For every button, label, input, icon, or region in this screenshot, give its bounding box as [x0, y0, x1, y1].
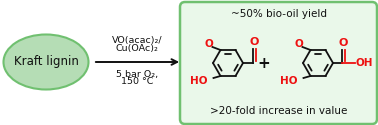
Text: O: O [204, 39, 213, 49]
Ellipse shape [3, 34, 88, 90]
Text: 5 bar O₂,: 5 bar O₂, [116, 70, 158, 78]
Text: 150 °C: 150 °C [121, 78, 153, 86]
Text: O: O [294, 39, 303, 49]
Text: HO: HO [280, 76, 297, 86]
Text: VO(acac)₂/: VO(acac)₂/ [112, 36, 162, 44]
Text: +: + [258, 56, 270, 70]
Text: Cu(OAc)₂: Cu(OAc)₂ [116, 44, 158, 52]
Text: ~50% bio-oil yield: ~50% bio-oil yield [231, 9, 327, 19]
Text: HO: HO [190, 76, 208, 86]
Text: Kraft lignin: Kraft lignin [14, 56, 79, 68]
Text: OH: OH [356, 58, 373, 68]
FancyBboxPatch shape [180, 2, 377, 124]
Text: O: O [249, 37, 259, 47]
Text: O: O [338, 38, 348, 48]
Text: >20-fold increase in value: >20-fold increase in value [210, 106, 348, 116]
